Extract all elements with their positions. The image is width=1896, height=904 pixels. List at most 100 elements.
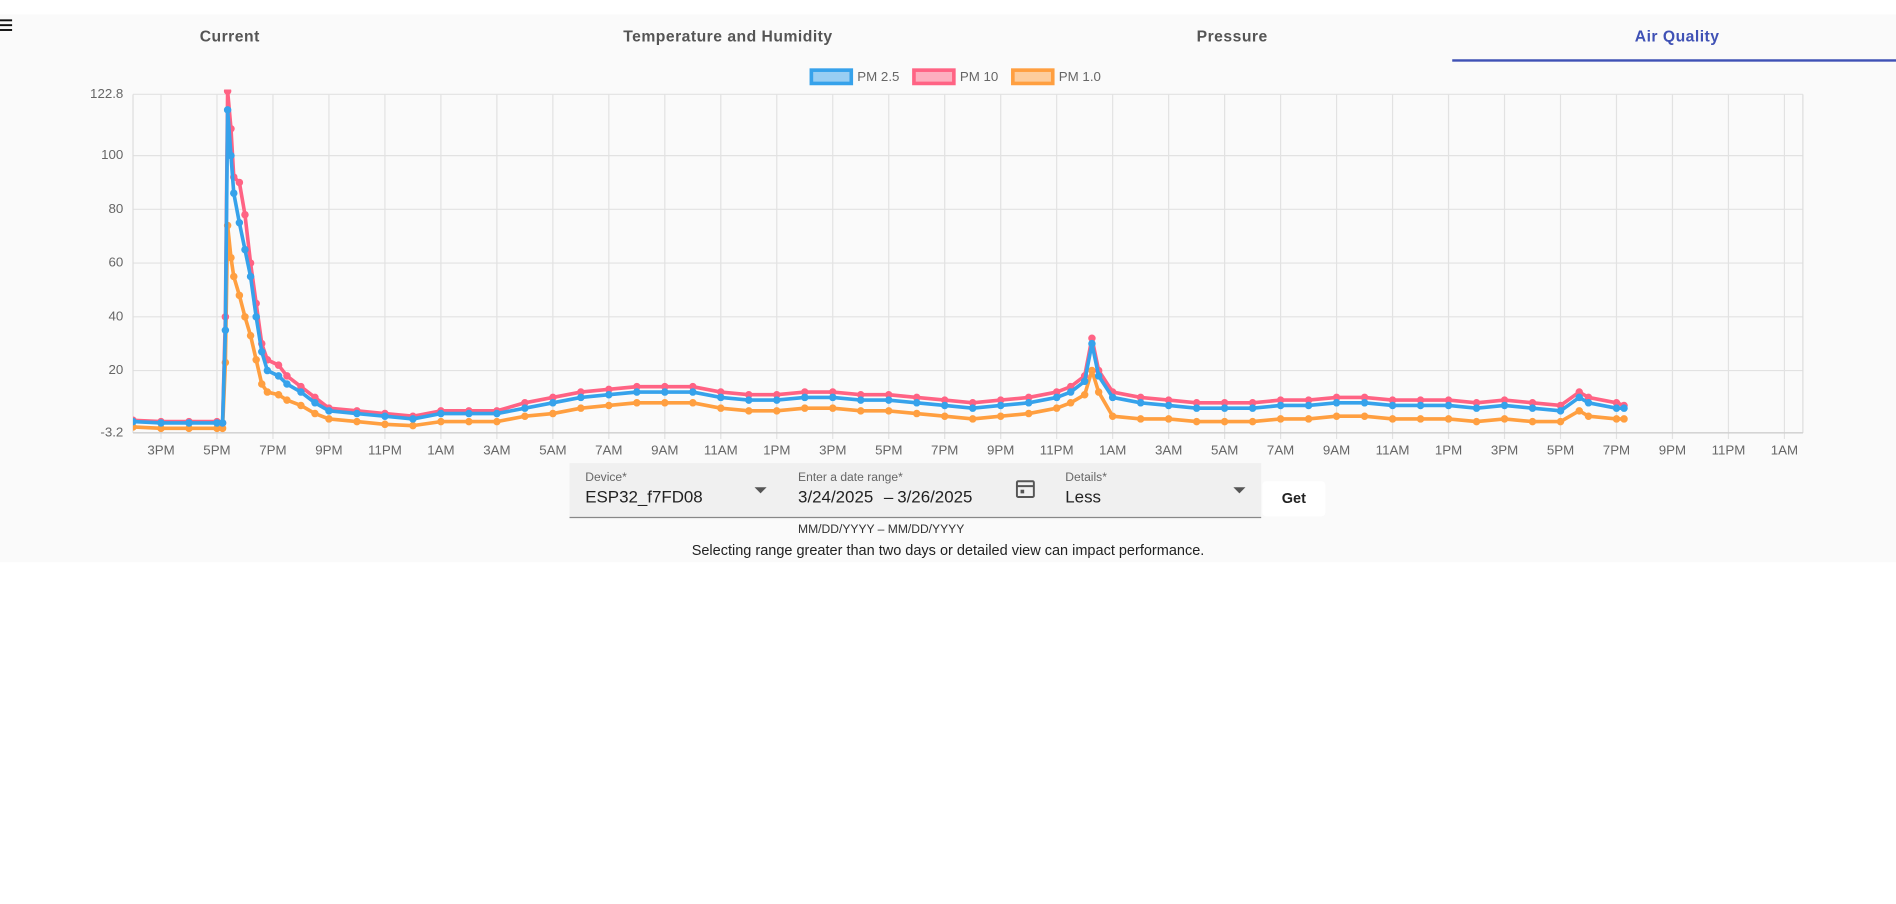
point — [605, 390, 613, 399]
point — [689, 399, 697, 407]
dropdown-arrow[interactable] — [1233, 487, 1246, 494]
point — [1500, 401, 1509, 410]
point — [605, 401, 613, 410]
point — [493, 409, 501, 418]
point — [1164, 415, 1173, 423]
tab[interactable]: Air Quality — [1635, 29, 1720, 46]
performance-note: Selecting range greater than two days or… — [692, 543, 1205, 559]
point — [1444, 415, 1453, 423]
x-tick-label: 9PM — [315, 443, 342, 458]
point — [773, 407, 781, 415]
point — [274, 372, 283, 380]
x-tick-label: 11AM — [704, 443, 738, 458]
point — [1388, 401, 1397, 410]
point — [1612, 415, 1621, 423]
point — [521, 412, 529, 420]
dropdown-arrow[interactable] — [754, 487, 767, 494]
point — [1108, 393, 1117, 402]
y-tick-label: 80 — [109, 201, 124, 216]
legend-label: PM 10 — [960, 69, 998, 84]
point — [521, 404, 529, 412]
point — [227, 151, 235, 160]
point — [829, 404, 837, 412]
point — [1094, 388, 1103, 396]
point — [353, 417, 361, 426]
point — [1192, 417, 1201, 426]
point — [857, 396, 865, 404]
tab[interactable]: Pressure — [1197, 29, 1268, 46]
y-tick-label: 100 — [101, 147, 123, 162]
point — [283, 380, 291, 388]
point — [1528, 404, 1537, 412]
point — [274, 390, 283, 399]
point — [1360, 399, 1369, 407]
x-tick-label: 9PM — [1659, 443, 1686, 458]
date-start[interactable]: 3/24/2025 — [798, 488, 873, 507]
point — [1556, 407, 1565, 415]
point — [1052, 404, 1061, 412]
date-label: Enter a date range* — [798, 470, 903, 484]
point — [717, 393, 725, 402]
y-tick-label: 60 — [109, 255, 124, 270]
point — [297, 388, 305, 396]
point — [230, 272, 238, 281]
point — [745, 396, 753, 404]
point — [252, 313, 260, 321]
x-tick-label: 5AM — [539, 443, 566, 458]
x-tick-label: 5PM — [203, 443, 230, 458]
get-button-label[interactable]: Get — [1282, 491, 1306, 507]
point — [1088, 339, 1096, 348]
point — [661, 399, 669, 407]
point — [263, 388, 272, 396]
get-button[interactable] — [1262, 481, 1326, 517]
point — [633, 399, 641, 407]
point — [274, 361, 283, 369]
point — [1136, 399, 1145, 407]
point — [493, 417, 501, 426]
point — [940, 401, 949, 410]
point — [1620, 415, 1628, 423]
point — [1088, 366, 1096, 375]
point — [1164, 401, 1173, 410]
point — [325, 407, 333, 415]
point — [1584, 399, 1593, 407]
calendar-body — [1015, 480, 1035, 498]
y-tick-label: 122.8 — [90, 86, 123, 101]
x-tick-label: 7PM — [259, 443, 286, 458]
point — [1556, 417, 1565, 426]
point — [409, 415, 417, 423]
menu-icon[interactable] — [0, 19, 13, 31]
point — [549, 409, 557, 418]
menu-bar — [0, 24, 13, 27]
point — [1575, 393, 1584, 402]
x-tick-label: 11AM — [1376, 443, 1410, 458]
device-value[interactable]: ESP32_f7FD08 — [585, 488, 702, 507]
x-tick-label: 7AM — [1267, 443, 1294, 458]
x-tick-label: 11PM — [1040, 443, 1074, 458]
calendar-icon[interactable] — [1015, 480, 1035, 498]
point — [577, 404, 585, 412]
x-tick-label: 9AM — [1323, 443, 1350, 458]
point — [297, 401, 305, 410]
point — [1136, 415, 1145, 423]
field-bg[interactable] — [569, 463, 1262, 518]
tab-indicator — [1452, 59, 1896, 62]
point — [1192, 404, 1201, 412]
series — [133, 221, 1628, 433]
x-tick-label: 9PM — [987, 443, 1014, 458]
details-value[interactable]: Less — [1065, 488, 1101, 507]
date-end[interactable]: 3/26/2025 — [897, 488, 972, 507]
tab[interactable]: Current — [200, 29, 260, 46]
point — [1024, 399, 1033, 407]
point — [246, 272, 255, 281]
point — [1332, 399, 1341, 407]
point — [1066, 399, 1075, 407]
x-tick-label: 5PM — [875, 443, 902, 458]
tab[interactable]: Temperature and Humidity — [623, 29, 832, 46]
point — [1472, 404, 1481, 412]
point — [311, 409, 319, 418]
point — [1108, 412, 1117, 420]
point — [1080, 390, 1089, 399]
point — [381, 420, 389, 429]
